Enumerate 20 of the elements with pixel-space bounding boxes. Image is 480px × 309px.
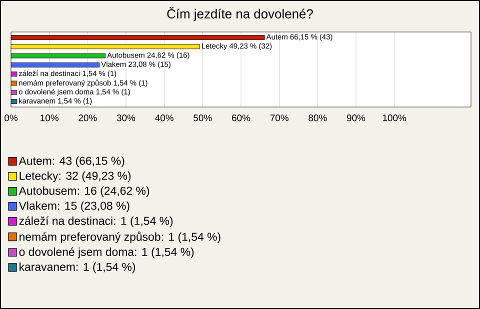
x-tick-label: 60%	[232, 114, 250, 122]
x-tick-label: 70%	[270, 114, 288, 122]
legend-label: Vlakem: 15 (23,08 %)	[18, 201, 130, 212]
legend-label: Autobusem: 16 (24,62 %)	[18, 186, 150, 198]
legend-label: Letecky: 32 (49,23 %)	[20, 171, 131, 182]
chart-title: Čím jezdíte na dovolené?	[167, 6, 313, 22]
x-tick-label: 0%	[4, 114, 18, 122]
x-tick-label: 10%	[40, 114, 58, 122]
legend-label: o dovolené jsem doma: 1 (1,54 %)	[19, 247, 194, 258]
x-tick-label: 100%	[382, 114, 406, 122]
x-tick-label: 20%	[78, 114, 97, 122]
legend-label: karavanem: 1 (1,54 %)	[20, 262, 136, 274]
legend-label: nemám preferovaný způsob: 1 (1,54 %)	[20, 231, 220, 244]
legend-label: Autem: 43 (66,15 %)	[18, 156, 124, 168]
x-tick-label: 50%	[194, 114, 212, 122]
x-tick-label: 80%	[308, 114, 327, 122]
x-tick-label: 30%	[116, 114, 136, 122]
x-tick-label: 40%	[155, 114, 174, 122]
legend-label: záleží na destinaci: 1 (1,54 %)	[19, 216, 173, 228]
x-tick-label: 90%	[346, 114, 366, 122]
